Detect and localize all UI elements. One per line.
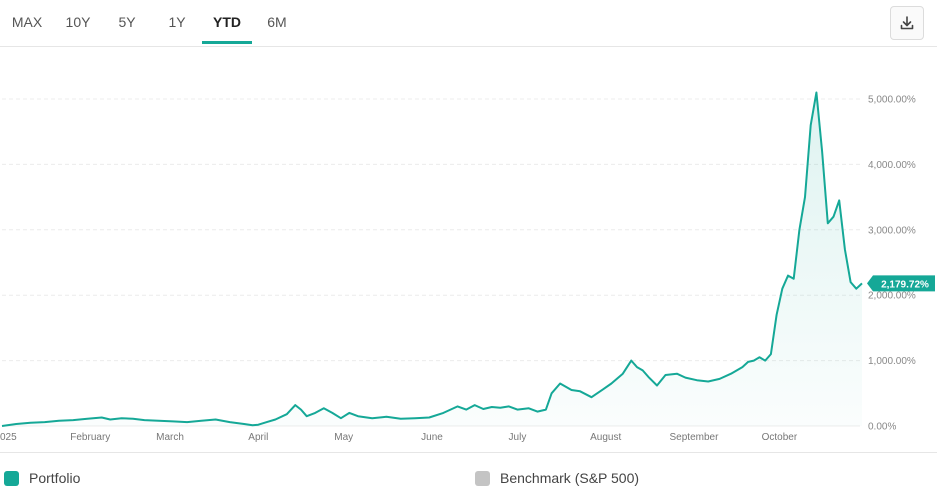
download-icon bbox=[900, 16, 914, 30]
y-tick-label: 1,000.00% bbox=[868, 356, 916, 367]
last-value-label: 2,179.72% bbox=[881, 279, 929, 290]
x-tick-label: June bbox=[421, 432, 443, 443]
performance-chart: 0.00% 1,000.00% 2,000.00% 3,000.00% 4,000.00… bbox=[0, 91, 935, 443]
y-tick-label: 5,000.00% bbox=[868, 95, 916, 106]
x-tick-label: October bbox=[762, 432, 798, 443]
x-tick-label: August bbox=[590, 432, 621, 443]
download-button[interactable] bbox=[890, 6, 924, 40]
x-tick-label: April bbox=[248, 432, 268, 443]
benchmark-swatch bbox=[475, 470, 490, 486]
legend-benchmark-label: Benchmark (S&P 500) bbox=[500, 470, 640, 486]
tab-max[interactable]: MAX bbox=[11, 14, 43, 30]
y-tick-label: 0.00% bbox=[868, 422, 896, 433]
legend-portfolio-label: Portfolio bbox=[29, 470, 81, 486]
tab-1y[interactable]: 1Y bbox=[168, 14, 186, 30]
x-tick-label: May bbox=[334, 432, 353, 443]
legend: Portfolio Benchmark (S&P 500) bbox=[0, 466, 937, 496]
tab-10y[interactable]: 10Y bbox=[65, 14, 91, 30]
x-tick-label: September bbox=[670, 432, 720, 443]
tab-5y[interactable]: 5Y bbox=[118, 14, 136, 30]
range-tabs: MAX 10Y 5Y 1Y YTD 6M bbox=[0, 0, 937, 47]
portfolio-swatch bbox=[4, 470, 19, 486]
y-tick-label: 4,000.00% bbox=[868, 160, 916, 171]
y-tick-label: 2,000.00% bbox=[868, 291, 916, 302]
x-tick-label: March bbox=[156, 432, 184, 443]
x-tick-label: July bbox=[509, 432, 527, 443]
tab-ytd[interactable]: YTD bbox=[202, 0, 252, 44]
legend-divider bbox=[0, 452, 937, 453]
legend-benchmark[interactable]: Benchmark (S&P 500) bbox=[475, 470, 639, 486]
x-tick-label: February bbox=[70, 432, 110, 443]
last-value-badge bbox=[867, 275, 935, 292]
portfolio-area bbox=[2, 92, 862, 426]
legend-portfolio[interactable]: Portfolio bbox=[4, 470, 80, 486]
portfolio-line bbox=[1, 91, 863, 427]
x-tick-label: 025 bbox=[0, 432, 17, 443]
y-tick-label: 3,000.00% bbox=[868, 225, 916, 236]
tab-6m[interactable]: 6M bbox=[267, 14, 287, 30]
